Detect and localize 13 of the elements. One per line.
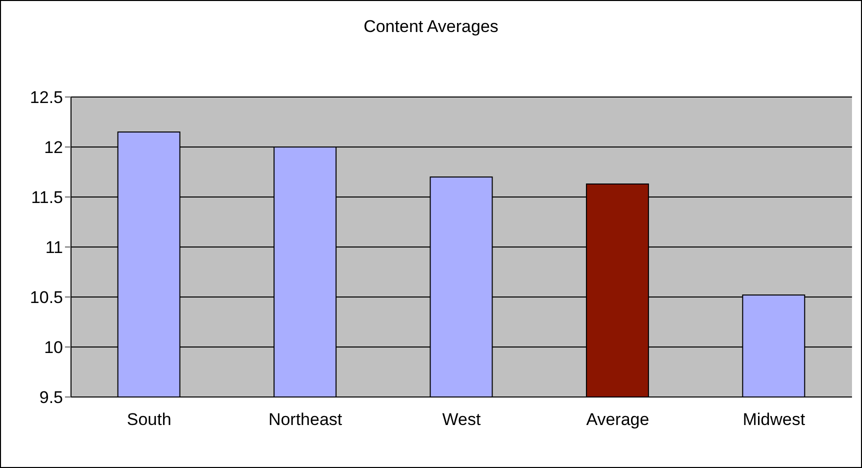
x-tick-label: West — [442, 410, 481, 430]
y-tick-label: 9.5 — [39, 388, 63, 408]
x-tick-label: Northeast — [268, 410, 342, 430]
x-tick-label: Average — [586, 410, 650, 430]
y-tick-label: 12.5 — [30, 88, 63, 108]
y-tick-label: 11 — [45, 238, 63, 258]
y-tick-label: 10.5 — [30, 288, 63, 308]
y-tick-label: 10 — [44, 338, 63, 358]
x-tick-label: Midwest — [742, 410, 806, 430]
chart-title: Content Averages — [362, 17, 500, 37]
y-tick-label: 12 — [44, 138, 63, 158]
y-tick-label: 11.5 — [31, 188, 63, 208]
x-tick-label: South — [126, 410, 172, 430]
